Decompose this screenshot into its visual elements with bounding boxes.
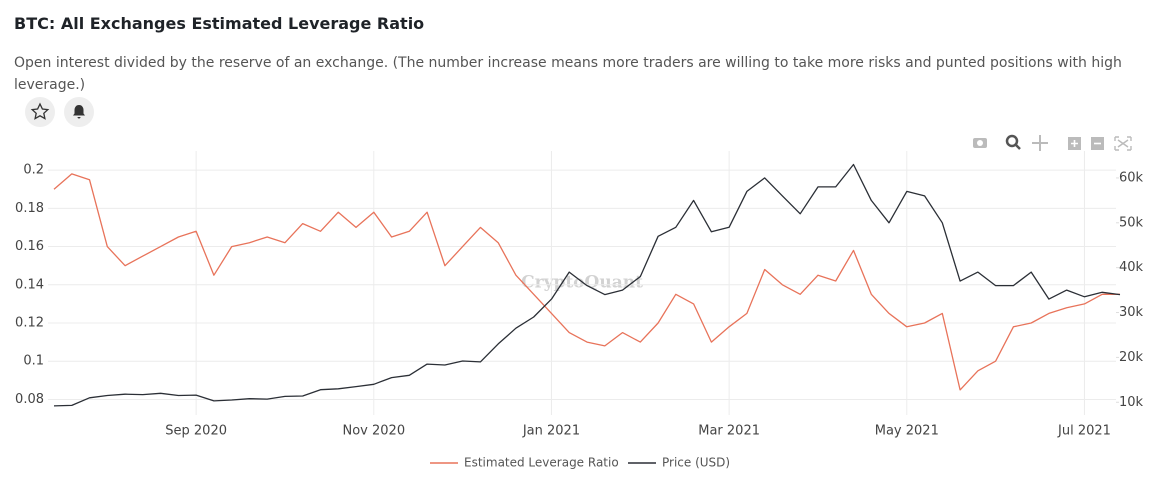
y2-tick-label: 40k bbox=[1119, 260, 1144, 275]
series-line bbox=[53, 173, 1120, 391]
x-tick-label: Sep 2020 bbox=[165, 424, 227, 439]
y2-tick-label: 60k bbox=[1119, 170, 1144, 185]
legend-item[interactable]: Price (USD) bbox=[628, 456, 730, 470]
x-tick-label: Mar 2021 bbox=[698, 424, 760, 439]
x-tick-label: May 2021 bbox=[875, 424, 939, 439]
camera-button[interactable] bbox=[973, 138, 987, 148]
y-tick-label: 0.18 bbox=[15, 201, 44, 216]
y-tick-label: 0.2 bbox=[23, 163, 44, 178]
y-tick-label: 0.14 bbox=[15, 277, 44, 292]
y2-tick-label: 50k bbox=[1119, 215, 1144, 230]
legend-label: Estimated Leverage Ratio bbox=[464, 456, 619, 470]
favorite-button[interactable] bbox=[25, 97, 55, 127]
reset-button[interactable] bbox=[1114, 136, 1132, 151]
page-title: BTC: All Exchanges Estimated Leverage Ra… bbox=[14, 14, 425, 33]
y-tick-label: 0.12 bbox=[15, 316, 44, 331]
zoom-button[interactable] bbox=[1005, 134, 1021, 150]
pan-button[interactable] bbox=[1032, 135, 1048, 151]
chart-toolbar bbox=[973, 134, 1132, 151]
page-subtitle: Open interest divided by the reserve of … bbox=[14, 55, 1122, 93]
y2-tick-label: 30k bbox=[1119, 305, 1144, 320]
legend-item[interactable]: Estimated Leverage Ratio bbox=[430, 456, 619, 470]
x-tick-label: Nov 2020 bbox=[343, 424, 406, 439]
y-tick-label: 0.16 bbox=[15, 239, 44, 254]
zoom-in-button[interactable] bbox=[1068, 137, 1081, 150]
legend-label: Price (USD) bbox=[662, 456, 730, 470]
alert-button[interactable] bbox=[64, 97, 94, 127]
zoom-out-button[interactable] bbox=[1091, 137, 1104, 150]
y-tick-label: 0.1 bbox=[23, 354, 44, 369]
y2-tick-label: 10k bbox=[1119, 395, 1144, 410]
x-tick-label: Jul 2021 bbox=[1057, 424, 1111, 439]
y-tick-label: 0.08 bbox=[15, 392, 44, 407]
x-tick-label: Jan 2021 bbox=[522, 424, 580, 439]
series-line bbox=[53, 163, 1121, 407]
y2-tick-label: 20k bbox=[1119, 350, 1144, 365]
